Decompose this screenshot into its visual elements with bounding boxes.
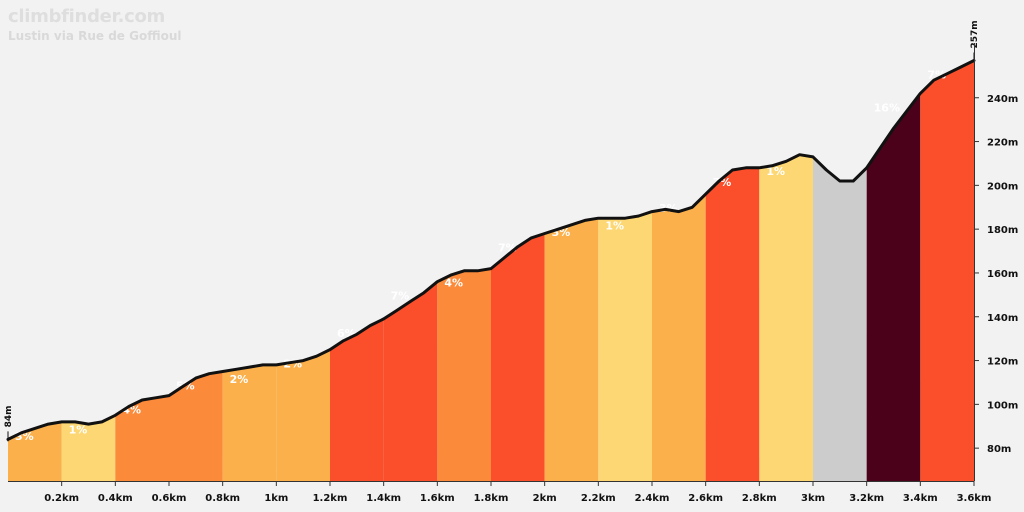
- grade-label-12: 1%: [605, 220, 624, 233]
- grade-segment-10: [491, 233, 545, 481]
- x-tick-label-8: 1.6km: [420, 493, 455, 504]
- grade-label-5: 2%: [230, 373, 249, 386]
- grade-segment-12: [598, 211, 652, 481]
- grade-segment-15: [759, 154, 813, 481]
- x-tick-label-3: 0.6km: [152, 493, 187, 504]
- grade-label-18: 7%: [927, 69, 946, 82]
- profile-line: [6, 59, 976, 441]
- y-tick-label-3: 120m: [987, 357, 1018, 368]
- grade-segment-18: [920, 60, 974, 481]
- y-tick-label-6: 180m: [987, 225, 1018, 236]
- x-tick-label-15: 3km: [801, 493, 825, 504]
- grade-segment-17: [866, 93, 921, 482]
- grade-segment-8: [383, 281, 438, 481]
- x-tick-label-7: 1.4km: [366, 493, 401, 504]
- x-tick-label-13: 2.6km: [688, 493, 723, 504]
- y-tick-label-4: 140m: [987, 313, 1018, 324]
- end-elevation-label: 257m: [970, 20, 980, 48]
- grade-segment-2: [61, 415, 116, 481]
- y-tick-label-1: 80m: [987, 444, 1011, 455]
- start-elevation-label: 84m: [4, 405, 14, 427]
- grade-label-15: 1%: [766, 165, 785, 178]
- grade-label-17: 16%: [874, 101, 900, 114]
- x-tick-label-17: 3.4km: [903, 493, 938, 504]
- grade-label-14: 7%: [713, 176, 732, 189]
- x-tick-label-14: 2.8km: [742, 493, 777, 504]
- grade-label-9: 4%: [444, 277, 463, 290]
- grade-label-8: 7%: [391, 290, 410, 303]
- brand-watermark: climbfinder.com: [8, 6, 165, 27]
- x-tick-label-16: 3.2km: [849, 493, 884, 504]
- x-tick-label-1: 0.2km: [44, 493, 79, 504]
- x-tick-label-6: 1.2km: [313, 493, 348, 504]
- x-tick-label-5: 1km: [264, 493, 288, 504]
- x-tick-label-12: 2.4km: [635, 493, 670, 504]
- grade-segment-13: [652, 194, 706, 481]
- grade-label-2: 1%: [69, 423, 88, 436]
- grade-segment-7: [330, 318, 384, 481]
- grade-segment-4: [169, 371, 223, 481]
- y-tick-label-5: 160m: [987, 269, 1018, 280]
- x-tick-label-9: 1.8km: [474, 493, 509, 504]
- y-tick-label-9: 240m: [987, 94, 1018, 105]
- grade-segment-9: [437, 268, 491, 481]
- y-tick-label-8: 220m: [987, 138, 1018, 149]
- grade-segment-3: [115, 395, 169, 481]
- grade-segment-14: [705, 167, 760, 482]
- chart-subtitle: Lustin via Rue de Goffioul: [8, 29, 182, 43]
- grade-segment-1: [8, 421, 62, 481]
- grade-segment-6: [276, 349, 330, 481]
- x-tick-label-2: 0.4km: [98, 493, 133, 504]
- y-tick-label-7: 200m: [987, 181, 1018, 192]
- grade-segment-16: [813, 156, 867, 481]
- x-tick-label-10: 2km: [533, 493, 557, 504]
- x-tick-label-11: 2.2km: [581, 493, 616, 504]
- y-tick-label-2: 100m: [987, 400, 1018, 411]
- grade-segment-11: [544, 218, 599, 481]
- x-tick-label-18: 3.6km: [957, 493, 992, 504]
- x-tick-label-4: 0.8km: [205, 493, 240, 504]
- grade-segment-5: [222, 364, 277, 481]
